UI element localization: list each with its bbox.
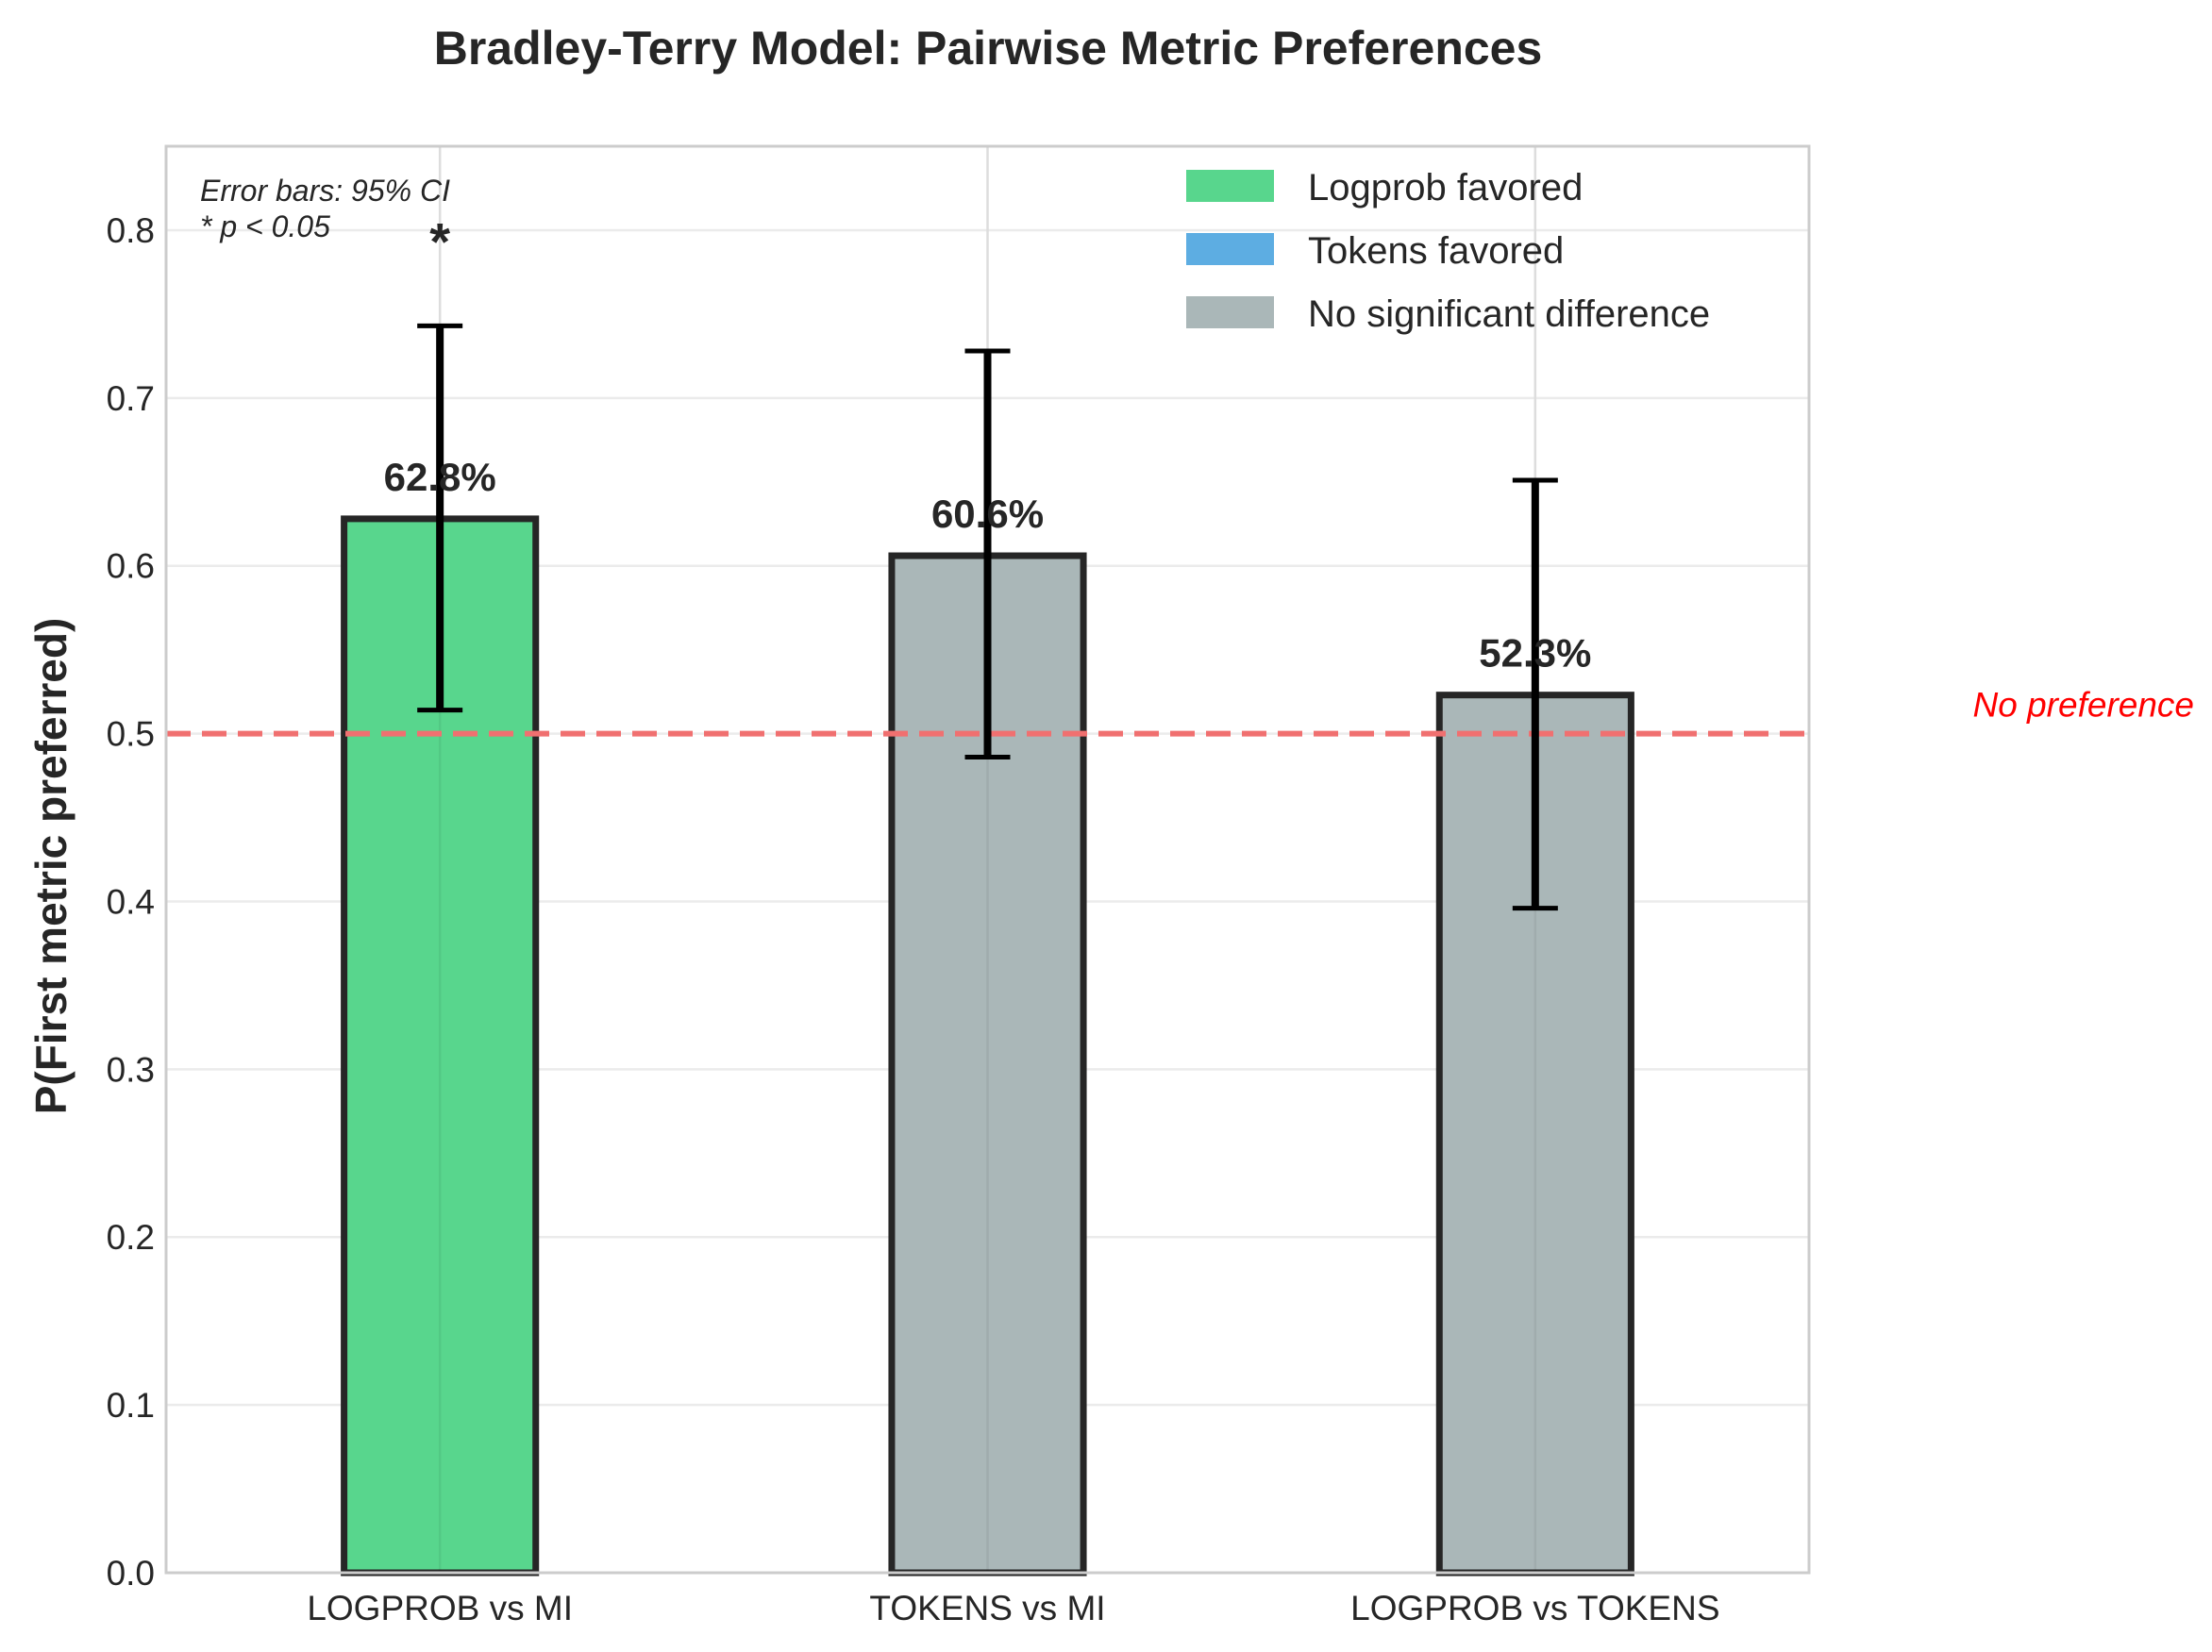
legend-label: Tokens favored bbox=[1308, 230, 1564, 272]
y-tick-label: 0.1 bbox=[107, 1386, 155, 1425]
annotation-line: * p < 0.05 bbox=[200, 209, 330, 243]
y-tick-label: 0.8 bbox=[107, 211, 155, 250]
legend-swatch bbox=[1186, 233, 1274, 265]
y-tick-label: 0.2 bbox=[107, 1218, 155, 1257]
plot-frame bbox=[164, 144, 1811, 1575]
legend-swatch bbox=[1186, 170, 1274, 202]
annotation-line: Error bars: 95% CI bbox=[200, 174, 450, 208]
y-tick-label: 0.7 bbox=[107, 379, 155, 418]
legend-label: Logprob favored bbox=[1308, 167, 1583, 209]
reference-line-label: No preference bbox=[1973, 686, 2194, 725]
chart-title: Bradley-Terry Model: Pairwise Metric Pre… bbox=[434, 22, 1543, 75]
plot-area: 0.0 0.1 0.2 0.3 0.4 0.5 0.6 0.7 0.8 No preference… bbox=[107, 144, 2194, 1627]
y-axis-label: P(First metric preferred) bbox=[26, 618, 75, 1115]
significance-mark: * bbox=[429, 211, 450, 271]
y-tick-label: 0.4 bbox=[107, 882, 155, 921]
x-tick-label: LOGPROB vs MI bbox=[307, 1589, 573, 1627]
x-tick-label: LOGPROB vs TOKENS bbox=[1350, 1589, 1719, 1627]
y-tick-label: 0.3 bbox=[107, 1050, 155, 1089]
bar-value-label: 62.8% bbox=[384, 455, 496, 499]
y-tick-label: 0.5 bbox=[107, 715, 155, 754]
y-tick-label: 0.0 bbox=[107, 1554, 155, 1593]
legend-swatch bbox=[1186, 296, 1274, 328]
x-tick-label: TOKENS vs MI bbox=[869, 1589, 1105, 1627]
legend-label: No significant difference bbox=[1308, 293, 1710, 335]
y-tick-label: 0.6 bbox=[107, 547, 155, 586]
bar-value-label: 52.3% bbox=[1479, 631, 1591, 676]
bar-value-label: 60.6% bbox=[931, 492, 1044, 536]
